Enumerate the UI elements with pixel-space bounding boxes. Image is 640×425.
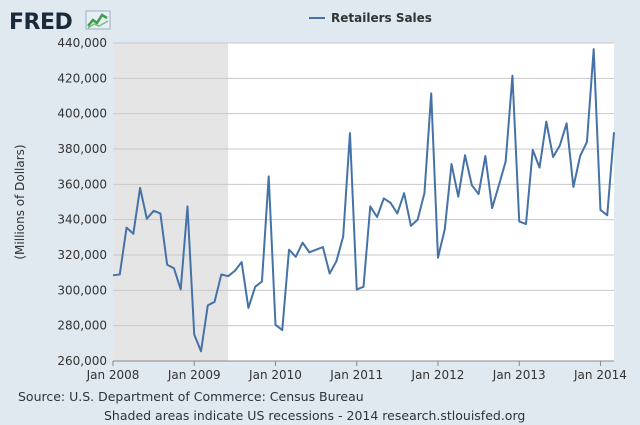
y-tick-label: 320,000: [57, 248, 107, 262]
x-tick-label: Jan 2014: [573, 368, 627, 382]
y-tick-label: 400,000: [57, 107, 107, 121]
x-tick-label: Jan 2010: [248, 368, 302, 382]
gridlines: [113, 42, 614, 327]
y-tick-label: 380,000: [57, 142, 107, 156]
x-tick-label: Jan 2009: [167, 368, 221, 382]
recession-shading: [113, 43, 229, 361]
series-retailers-sales: [112, 48, 615, 353]
y-axis-title: (Millions of Dollars): [13, 144, 27, 259]
recession-note: Shaded areas indicate US recessions - 20…: [104, 408, 525, 423]
series-line-0: [112, 48, 615, 353]
legend-label: Retailers Sales: [331, 11, 432, 25]
y-tick-label: 300,000: [57, 283, 107, 297]
fred-logo[interactable]: FRED: [9, 10, 111, 35]
y-tick-label: 440,000: [57, 36, 107, 50]
y-tick-label: 280,000: [57, 319, 107, 333]
fred-logo-text: FRED: [9, 10, 72, 35]
recession-band-0: [113, 43, 229, 361]
x-tick-label: Jan 2011: [329, 368, 383, 382]
chart-logo-icon: [85, 10, 111, 30]
y-tick-label: 260,000: [57, 354, 107, 368]
y-axis-ticks: 260,000 280,000 300,000 320,000 340,000 360,0…: [57, 36, 107, 368]
x-tick-label: Jan 2008: [86, 368, 140, 382]
y-tick-label: 340,000: [57, 213, 107, 227]
x-tick-label: Jan 2012: [411, 368, 465, 382]
x-axis-ticks: Jan 2008 Jan 2009 Jan 2010 Jan 2011 Jan 2012…: [86, 361, 627, 382]
source-note: Source: U.S. Department of Commerce: Cen…: [18, 389, 364, 404]
legend: Retailers Sales: [309, 11, 432, 25]
y-tick-label: 360,000: [57, 177, 107, 191]
x-tick-label: Jan 2013: [492, 368, 546, 382]
y-tick-label: 420,000: [57, 71, 107, 85]
